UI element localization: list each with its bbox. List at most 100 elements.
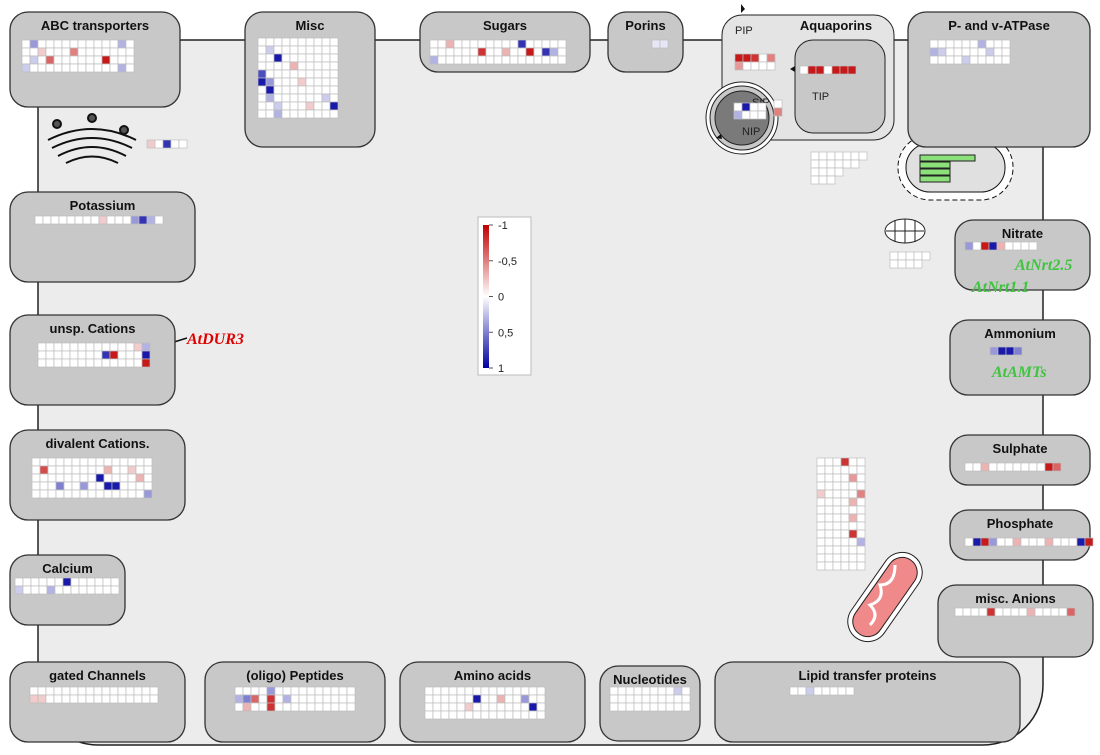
category-box <box>937 584 1094 658</box>
heat-cell <box>281 69 291 79</box>
heat-cell <box>816 497 826 507</box>
heat-cell <box>61 686 71 696</box>
heat-cell <box>321 109 331 119</box>
heat-cell <box>472 702 482 712</box>
heat-cell <box>824 489 834 499</box>
heat-cell <box>840 521 850 531</box>
heat-cell <box>266 686 276 696</box>
heat-cell <box>111 481 121 491</box>
heat-cell <box>625 694 635 704</box>
heat-cell <box>31 457 41 467</box>
heat-cell <box>818 167 828 177</box>
heat-cell <box>93 39 103 49</box>
heat-cell <box>512 694 522 704</box>
heat-cell <box>1084 537 1094 547</box>
heat-cell <box>290 702 300 712</box>
heat-cell <box>525 47 535 57</box>
heat-cell <box>953 47 963 57</box>
heat-cell <box>141 686 151 696</box>
heat-cell <box>178 139 188 149</box>
category-label: divalent Cations. <box>45 436 149 451</box>
heat-cell <box>964 241 974 251</box>
heat-cell <box>47 465 57 475</box>
heat-cell <box>856 505 866 515</box>
heat-cell <box>533 55 543 65</box>
heat-cell <box>125 358 135 368</box>
heat-cell <box>649 702 659 712</box>
heat-cell <box>135 457 145 467</box>
heat-cell <box>95 465 105 475</box>
heat-cell <box>258 694 268 704</box>
heat-cell <box>665 702 675 712</box>
heat-cell <box>297 101 307 111</box>
heat-cell <box>1004 537 1014 547</box>
category-label: Calcium <box>42 561 93 576</box>
heat-cell <box>34 215 44 225</box>
heat-cell <box>257 37 267 47</box>
heat-cell <box>109 63 119 73</box>
heat-cell <box>117 47 127 57</box>
heat-cell <box>257 69 267 79</box>
heat-cell <box>119 489 129 499</box>
gene-annotation: AtDUR3 <box>186 331 244 348</box>
heat-cell <box>125 350 135 360</box>
heat-cell <box>889 251 899 261</box>
heat-cell <box>617 686 627 696</box>
heat-cell <box>929 39 939 49</box>
heat-cell <box>273 101 283 111</box>
heat-cell <box>609 686 619 696</box>
heat-cell <box>45 342 55 352</box>
heat-cell <box>536 702 546 712</box>
heat-cell <box>424 686 434 696</box>
heat-cell <box>63 481 73 491</box>
heat-cell <box>70 585 80 595</box>
heat-cell <box>501 39 511 49</box>
heat-cell <box>921 251 931 261</box>
heat-cell <box>840 465 850 475</box>
heat-cell <box>133 350 143 360</box>
heat-cell <box>437 39 447 49</box>
legend-tick-label: 0,5 <box>498 327 513 339</box>
heat-cell <box>305 109 315 119</box>
heat-cell <box>797 686 807 696</box>
heat-cell <box>525 39 535 49</box>
heat-cell <box>69 55 79 65</box>
heat-cell <box>504 686 514 696</box>
heat-cell <box>840 489 850 499</box>
heat-cell <box>266 694 276 704</box>
heat-cell <box>257 53 267 63</box>
heat-cell <box>1001 39 1011 49</box>
heat-cell <box>103 473 113 483</box>
heat-cell <box>77 342 87 352</box>
heat-cell <box>856 457 866 467</box>
heat-cell <box>633 686 643 696</box>
heat-cell <box>265 37 275 47</box>
heat-cell <box>79 457 89 467</box>
heat-cell <box>306 686 316 696</box>
heat-cell <box>996 537 1006 547</box>
heat-cell <box>122 215 132 225</box>
heat-cell <box>93 686 103 696</box>
heat-cell <box>66 215 76 225</box>
heat-cell <box>829 686 839 696</box>
heat-cell <box>832 505 842 515</box>
heat-cell <box>1001 55 1011 65</box>
heat-cell <box>298 694 308 704</box>
heat-cell <box>21 63 31 73</box>
heat-cell <box>815 65 825 75</box>
heat-cell <box>805 686 815 696</box>
heat-cell <box>281 45 291 55</box>
category-box <box>949 509 1091 561</box>
heat-cell <box>117 350 127 360</box>
heat-cell <box>314 694 324 704</box>
compartment-label: Aquaporins <box>800 18 872 33</box>
heat-cell <box>945 39 955 49</box>
heat-cell <box>964 462 974 472</box>
heat-cell <box>79 489 89 499</box>
heat-cell <box>330 694 340 704</box>
heat-cell <box>429 47 439 57</box>
heat-cell <box>109 350 119 360</box>
heat-cell <box>1012 462 1022 472</box>
heat-cell <box>86 577 96 587</box>
heat-cell <box>45 63 55 73</box>
